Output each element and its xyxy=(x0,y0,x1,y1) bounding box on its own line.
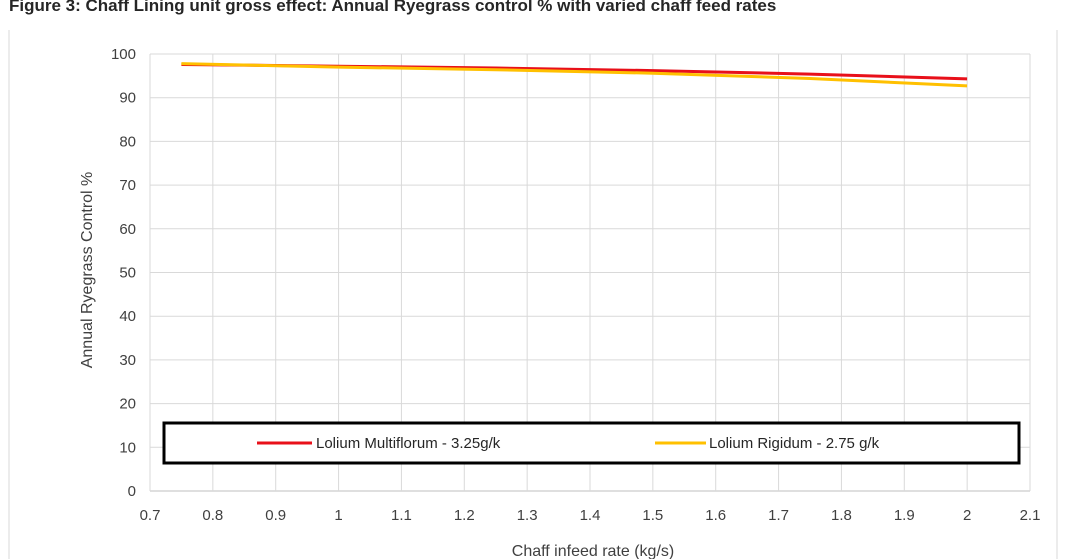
gridlines xyxy=(149,53,1031,492)
y-tick-label: 50 xyxy=(119,265,136,282)
x-tick-label: 1.3 xyxy=(517,507,538,524)
tick-labels: 0 10 20 30 40 50 60 70 80 90 100 0.7 0.8 0.9 1 1.1 1.2 1.… xyxy=(111,46,1040,524)
x-tick-label: 1 xyxy=(334,507,342,524)
y-tick-label: 0 xyxy=(128,483,136,500)
x-tick-label: 0.9 xyxy=(265,507,286,524)
series-line-rigidum xyxy=(181,62,968,88)
y-tick-label: 30 xyxy=(119,352,136,369)
x-tick-label: 1.6 xyxy=(705,507,726,524)
y-tick-label: 10 xyxy=(119,439,136,456)
legend: Lolium Multiflorum - 3.25g/k Lolium Rigi… xyxy=(162,421,1021,465)
legend-label-rigidum: Lolium Rigidum - 2.75 g/k xyxy=(709,435,880,452)
y-tick-label: 80 xyxy=(119,133,136,150)
x-tick-label: 1.2 xyxy=(454,507,475,524)
x-tick-label: 1.8 xyxy=(831,507,852,524)
x-tick-label: 1.9 xyxy=(894,507,915,524)
x-tick-label: 1.5 xyxy=(642,507,663,524)
y-tick-label: 100 xyxy=(111,46,136,63)
y-axis-label: Annual Ryegrass Control % xyxy=(79,172,96,369)
x-tick-label: 2 xyxy=(963,507,971,524)
y-tick-label: 60 xyxy=(119,221,136,238)
y-tick-label: 40 xyxy=(119,308,136,325)
chart-title: Figure 3: Chaff Lining unit gross effect… xyxy=(9,0,776,15)
x-tick-label: 1.4 xyxy=(580,507,601,524)
x-tick-label: 0.7 xyxy=(140,507,161,524)
y-tick-label: 90 xyxy=(119,90,136,107)
x-tick-label: 1.7 xyxy=(768,507,789,524)
x-axis-label: Chaff infeed rate (kg/s) xyxy=(512,543,674,559)
x-tick-label: 2.1 xyxy=(1020,507,1041,524)
legend-label-multiflorum: Lolium Multiflorum - 3.25g/k xyxy=(316,435,501,452)
y-tick-label: 70 xyxy=(119,177,136,194)
series-lines xyxy=(181,62,968,88)
x-tick-label: 0.8 xyxy=(202,507,223,524)
y-tick-label: 20 xyxy=(119,396,136,413)
x-tick-label: 1.1 xyxy=(391,507,412,524)
